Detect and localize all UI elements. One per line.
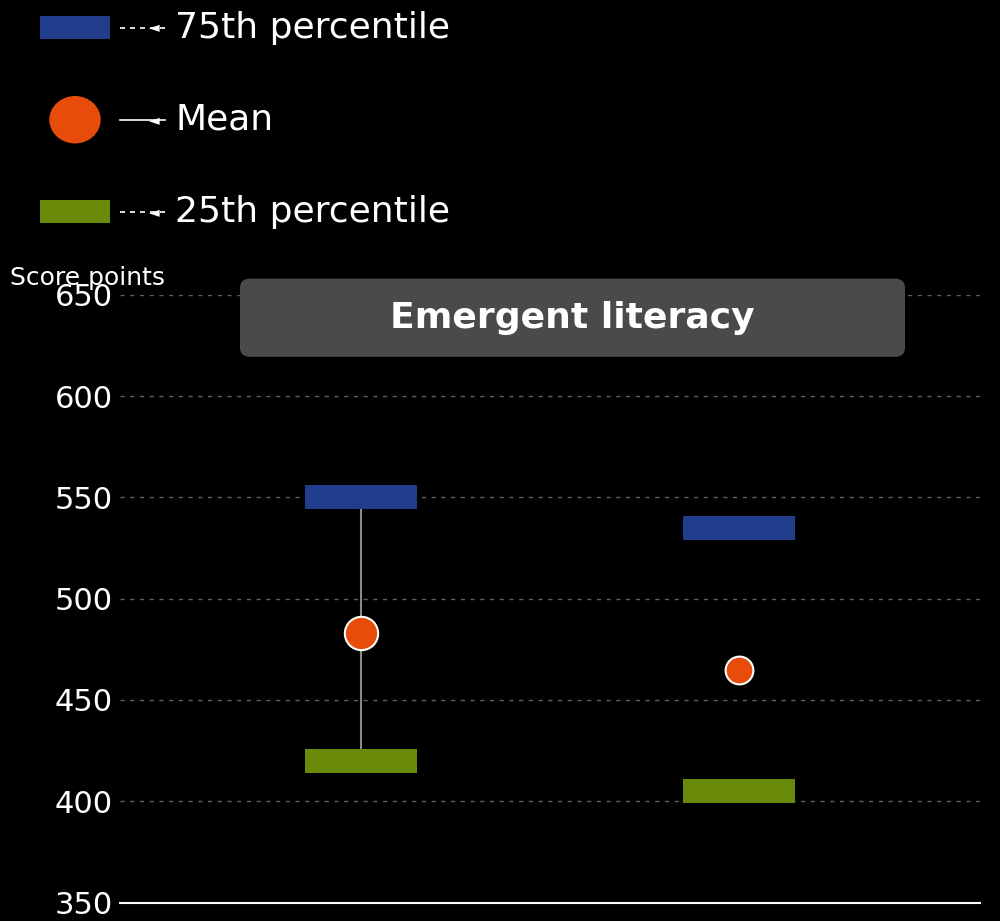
Text: Mean: Mean [175, 103, 273, 136]
Text: ◄: ◄ [149, 204, 160, 219]
Text: 25th percentile: 25th percentile [175, 195, 450, 228]
Text: Score points: Score points [10, 266, 165, 290]
Text: ◄: ◄ [149, 112, 160, 127]
Text: Emergent literacy: Emergent literacy [390, 301, 755, 334]
Text: 75th percentile: 75th percentile [175, 11, 450, 44]
Text: ◄: ◄ [149, 20, 160, 35]
